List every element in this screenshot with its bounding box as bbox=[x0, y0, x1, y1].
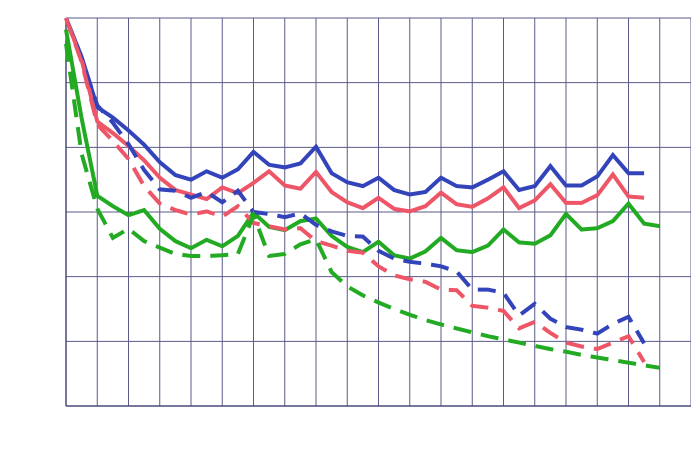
axes bbox=[65, 18, 691, 407]
series-line-2 bbox=[64, 17, 645, 214]
series-line-1 bbox=[64, 17, 645, 197]
series-line-4 bbox=[64, 17, 646, 345]
series-line-3 bbox=[64, 29, 661, 261]
series-line-5 bbox=[64, 17, 646, 364]
series-line-6 bbox=[64, 43, 661, 370]
series-lines bbox=[64, 17, 661, 370]
grid bbox=[65, 17, 691, 407]
